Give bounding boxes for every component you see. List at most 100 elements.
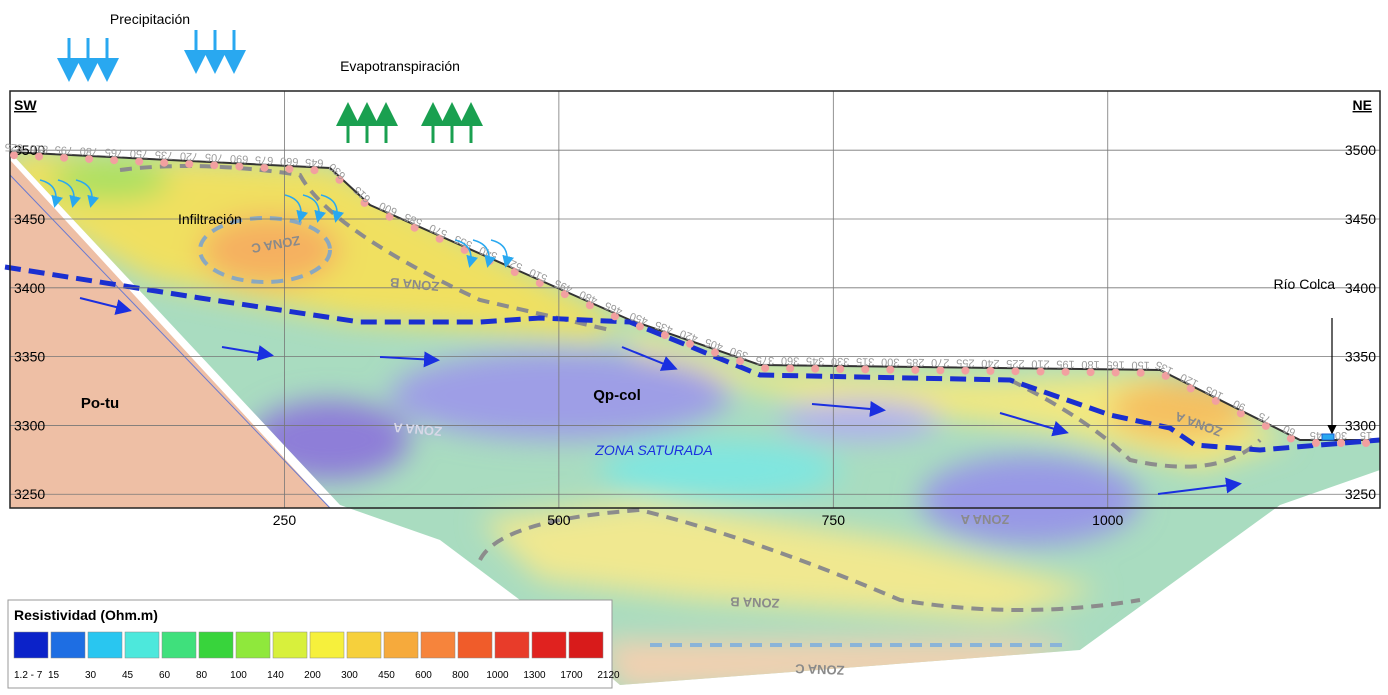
legend-label: 100 <box>230 670 247 681</box>
electrode <box>185 159 194 168</box>
electrode <box>786 364 795 373</box>
electrode-label: 270 <box>931 356 950 368</box>
evapotranspiration-label: Evapotranspiración <box>340 58 460 74</box>
legend-swatch <box>346 631 382 659</box>
topography <box>9 151 1380 441</box>
electrode <box>310 166 319 175</box>
electrode-label: 705 <box>205 151 224 164</box>
electrode-label: 300 <box>881 356 900 368</box>
zone-label: ZONA B <box>730 594 780 611</box>
electrode-label: 240 <box>981 357 1000 369</box>
electrode <box>686 339 694 348</box>
ne-label: NE <box>1353 97 1372 113</box>
electrode <box>1061 367 1070 376</box>
electrode <box>1136 368 1145 377</box>
depth-tick-label: 3350 <box>14 349 45 365</box>
electrode <box>35 152 44 161</box>
electrode-label: 405 <box>703 336 724 353</box>
electrode-label: 720 <box>180 150 199 163</box>
electrode <box>510 268 519 277</box>
precipitation-label: Precipitación <box>110 11 190 27</box>
electrode <box>861 365 870 374</box>
flow-arrows <box>79 297 1242 495</box>
electrode <box>85 154 94 163</box>
legend-swatch <box>161 631 197 659</box>
electrode <box>385 212 394 221</box>
electrode-label: 660 <box>280 155 299 168</box>
po-tu-unit <box>10 160 330 508</box>
electrode <box>435 234 444 243</box>
electrode <box>235 162 244 171</box>
electrode <box>460 245 469 254</box>
electrode-label: 330 <box>831 355 850 367</box>
electrode-label: 825 <box>4 141 23 154</box>
electrode <box>1186 384 1195 393</box>
electrode <box>1036 367 1045 376</box>
electrode <box>1261 421 1270 430</box>
electrode <box>836 365 845 374</box>
electrode <box>811 364 820 373</box>
electrode-label: 45 <box>1310 429 1322 441</box>
electrode-label: 735 <box>155 148 174 161</box>
depth-tick-label: 3350 <box>1345 349 1376 365</box>
legend-swatch <box>13 631 49 659</box>
legend-swatch <box>235 631 271 659</box>
electrode <box>335 175 344 184</box>
electrode <box>260 163 269 172</box>
legend-title: Resistividad (Ohm.m) <box>14 607 158 623</box>
legend-label: 1300 <box>523 670 546 681</box>
legend-label: 15 <box>48 670 60 681</box>
electrode <box>160 158 169 167</box>
electrode <box>1211 396 1220 405</box>
electrode <box>60 153 69 162</box>
electrode-label: 435 <box>653 318 674 335</box>
legend-label: 300 <box>341 670 358 681</box>
distance-tick-label: 500 <box>547 512 571 528</box>
legend-swatch <box>568 631 604 659</box>
river-label: Río Colca <box>1274 276 1336 292</box>
electrode-label: 375 <box>756 354 775 366</box>
distance-tick-label: 250 <box>273 512 297 528</box>
electrode-label: 165 <box>1106 358 1125 370</box>
electrode <box>660 331 669 340</box>
legend-swatch <box>494 631 530 659</box>
legend-label: 800 <box>452 670 469 681</box>
zone-label: ZONA B <box>389 275 439 294</box>
electrode-label: 420 <box>678 327 699 344</box>
electrode-label: 675 <box>255 153 274 166</box>
legend-swatch <box>198 631 234 659</box>
electrode <box>585 301 594 310</box>
distance-tick-label: 750 <box>822 512 846 528</box>
legend-label: 1000 <box>486 670 509 681</box>
depth-tick-label: 3300 <box>1345 417 1376 433</box>
electrode-label: 15 <box>1360 429 1372 441</box>
legend-label: 45 <box>122 670 134 681</box>
legend-label: 1.2 - 7 <box>14 670 43 681</box>
electrode <box>761 364 770 373</box>
legend-label: 60 <box>159 670 171 681</box>
depth-tick-label: 3300 <box>14 417 45 433</box>
legend-label: 30 <box>85 670 97 681</box>
legend-swatch <box>531 631 567 659</box>
legend-swatch <box>50 631 86 659</box>
electrode <box>1336 439 1345 447</box>
electrode <box>535 279 544 288</box>
electrode <box>285 164 294 173</box>
electrode <box>1362 439 1370 447</box>
legend-label: 80 <box>196 670 208 681</box>
po-tu-label: Po-tu <box>81 395 119 412</box>
depth-tick-label: 3450 <box>1345 211 1376 227</box>
legend-swatch <box>457 631 493 659</box>
electrode <box>911 365 920 374</box>
electrode <box>1161 371 1170 380</box>
electrode <box>736 357 745 366</box>
legend-label: 1700 <box>560 670 583 681</box>
electrode-label: 210 <box>1031 357 1050 369</box>
zone-label: ZONA C <box>794 661 844 678</box>
electrode-label: 60 <box>1281 422 1297 438</box>
electrode <box>610 312 619 321</box>
electrode <box>886 365 895 374</box>
evapotranspiration-arrows <box>336 102 483 143</box>
